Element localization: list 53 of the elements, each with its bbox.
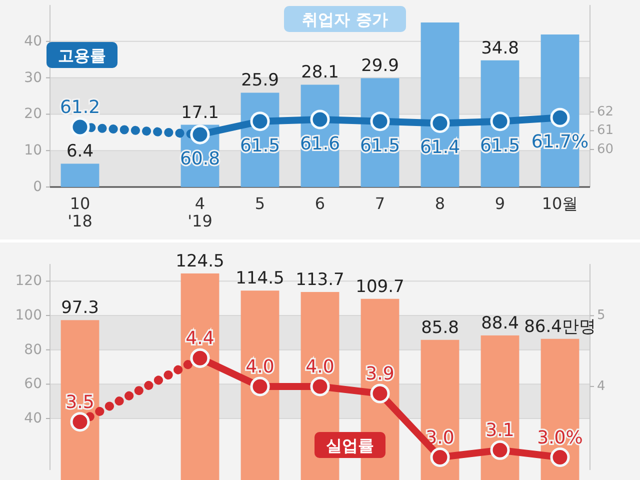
data-label: 3.9 [366, 364, 394, 385]
data-label: 97.3 [61, 298, 99, 318]
data-label: 3.1 [486, 420, 514, 442]
data-label: 4.0 [246, 356, 274, 378]
data-label: 124.5 [176, 251, 224, 272]
y-tick-label: 40 [24, 410, 42, 426]
data-label: 6.4 [66, 142, 94, 162]
data-label: 4.4 [186, 328, 214, 350]
annotation: 취업자 증가 [302, 10, 388, 29]
data-label: 61.5 [240, 135, 280, 156]
y2-tick-label: 4 [597, 378, 606, 394]
y-tick-label: 40 [24, 33, 42, 50]
x-tick-label: 9 [494, 194, 506, 213]
x-tick-label: 10 '18 [68, 194, 92, 231]
x-tick-label: 10월 [542, 194, 578, 213]
data-label: 61.2 [60, 96, 100, 118]
data-label: 61.4 [420, 137, 460, 158]
data-label: 88.4 [481, 313, 519, 334]
y-tick-label: 10 [24, 142, 42, 159]
data-label: 3.5 [66, 392, 94, 413]
y-tick-label: 80 [24, 342, 42, 358]
y2-tick-label: 5 [597, 308, 606, 324]
data-label: 17.1 [181, 102, 219, 123]
data-label: 4.0 [306, 356, 334, 378]
data-label: 60.8 [180, 148, 220, 170]
y-tick-label: 30 [24, 70, 42, 86]
y-tick-label: 60 [24, 376, 42, 392]
y2-tick-label: 61 [597, 123, 614, 138]
data-label: 61.5 [360, 135, 400, 156]
y-tick-label: 20 [24, 106, 42, 122]
data-label: 109.7 [356, 276, 404, 297]
x-tick-label: 7 [374, 194, 386, 213]
y2-tick-label: 62 [597, 104, 614, 120]
annotation: 실업률 [326, 436, 374, 455]
data-label: 28.1 [301, 62, 339, 83]
data-label: 29.9 [361, 56, 399, 76]
data-label: 25.9 [241, 70, 279, 91]
x-tick-label: 5 [254, 194, 266, 213]
x-tick-label: 4 '19 [188, 194, 212, 231]
y2-tick-label: 60 [597, 142, 614, 157]
x-tick-label: 8 [434, 194, 446, 213]
x-tick-label: 6 [314, 194, 326, 213]
y-tick-label: 0 [33, 179, 42, 195]
data-label: 86.4만명 [524, 316, 596, 337]
data-label: 113.7 [296, 270, 344, 290]
data-label: 85.8 [421, 318, 459, 338]
y-tick-label: 100 [15, 308, 42, 324]
data-label: 61.6 [300, 133, 340, 154]
data-label: 34.8 [481, 38, 519, 58]
data-label: 61.5 [480, 135, 520, 156]
data-label: 114.5 [236, 268, 284, 289]
y-tick-label: 120 [15, 273, 42, 290]
annotation: 고용률 [58, 46, 106, 65]
